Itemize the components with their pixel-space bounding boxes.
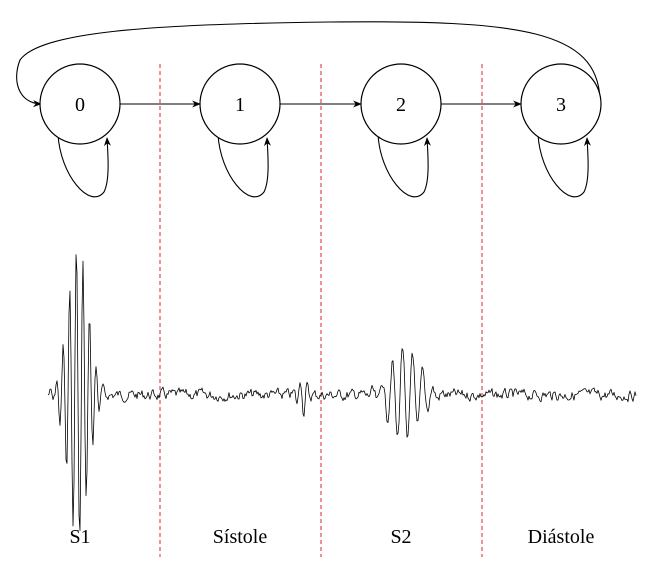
phase-label-s1: S1 [69,526,90,548]
state-2: 2 [360,63,442,145]
phase-labels: S1 Sístole S2 Diástole [69,526,594,548]
state-3: 3 [520,63,602,145]
transition-3-to-0 [16,21,601,108]
state-0-label: 0 [75,94,85,116]
state-2-label: 2 [396,94,406,116]
self-loop-0 [57,133,111,198]
self-loop-3 [537,133,591,198]
state-0: 0 [39,63,121,145]
self-loops [57,133,591,198]
phase-dividers [159,64,483,557]
state-3-label: 3 [556,94,566,116]
self-loop-1 [217,133,271,198]
phase-label-diastole: Diástole [528,526,595,548]
state-1-circle [199,63,281,145]
state-1: 1 [199,63,281,145]
self-loop-2 [377,133,431,198]
phase-label-s2: S2 [390,526,411,548]
state-0-circle [39,63,121,145]
heart-sound-waveform [47,254,637,531]
state-1-label: 1 [235,94,245,116]
state-3-circle [520,63,602,145]
state-2-circle [360,63,442,145]
phase-label-systole: Sístole [213,526,268,548]
